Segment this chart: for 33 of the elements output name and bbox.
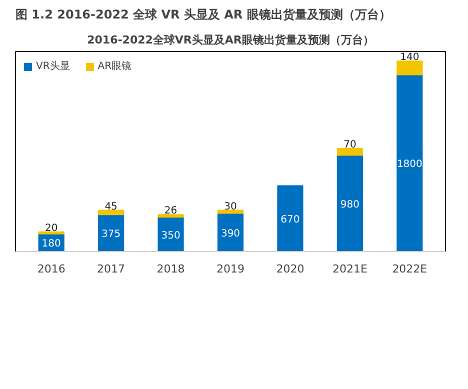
bar [336,148,363,156]
data-label: 140 [400,52,420,64]
x-tick-label: 2019 [216,262,245,276]
data-label: 20 [44,222,58,234]
data-label: 350 [161,230,180,242]
data-label: 26 [164,206,178,217]
data-label: 670 [280,214,300,226]
bar [336,154,363,252]
x-tick-label: 2022E [392,262,428,276]
bar [98,210,124,216]
bar [158,214,184,218]
bar [158,216,184,252]
x-tick-label: 2018 [156,262,185,276]
data-label: 30 [224,201,237,212]
data-label: 180 [42,238,61,250]
x-tick-label: 2020 [276,262,304,276]
data-label: 1800 [396,159,422,170]
chart-title: 图 1.2 2016-2022 全球 VR 头显及 AR 眼镜出货量及预测（万台） [16,8,391,22]
data-label: 45 [104,201,118,212]
legend-label: AR眼镜 [98,60,132,73]
x-tick-label: 2016 [37,262,66,276]
bar [277,185,304,252]
chart-subtitle: 2016-2022全球VR头显及AR眼镜出货量及预测（万台） [87,34,374,46]
bar [396,60,423,76]
x-tick-label: 2017 [97,262,126,276]
data-label: 980 [340,199,360,210]
data-label: 375 [102,229,121,240]
x-tick-label: 2021E [332,262,368,276]
data-label: 70 [344,139,356,150]
bar [396,74,423,252]
bar [98,214,124,252]
legend-label: VR头显 [36,60,70,73]
data-label: 390 [220,228,240,240]
